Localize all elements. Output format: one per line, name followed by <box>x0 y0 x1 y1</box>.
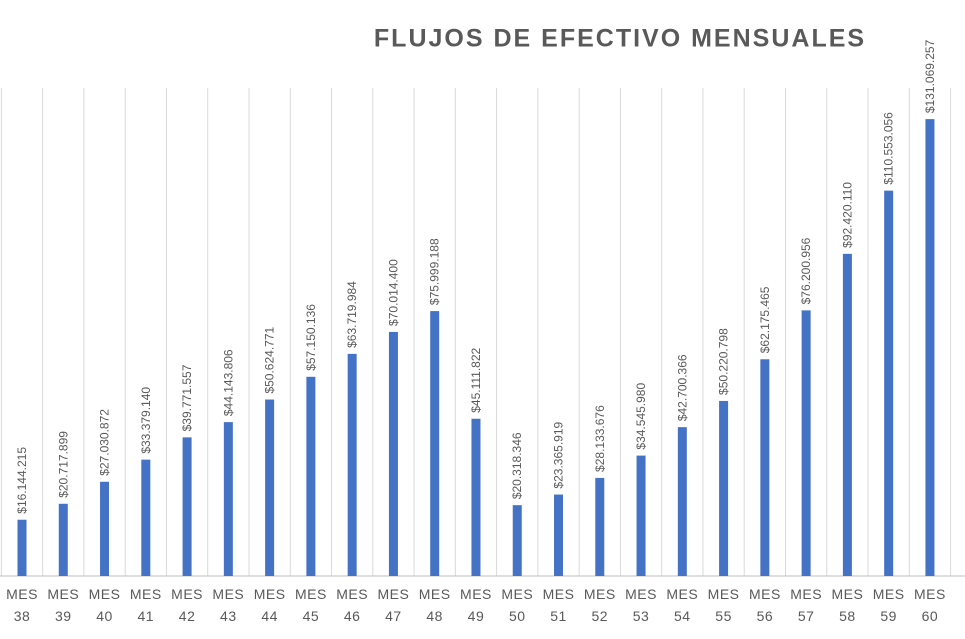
data-label: $20.318.346 <box>510 432 524 499</box>
data-label: $50.220.798 <box>717 328 731 395</box>
bar <box>388 331 398 576</box>
data-label: $33.379.140 <box>139 387 153 454</box>
data-label: $70.014.400 <box>386 259 400 326</box>
x-tick-label: MES 56 <box>748 586 781 624</box>
data-label: $110.553.056 <box>882 112 896 185</box>
x-tick-label: MES 41 <box>129 586 162 624</box>
x-tick-label: MES 44 <box>253 586 286 624</box>
bar <box>925 119 935 577</box>
x-tick-label: MES 54 <box>666 586 699 624</box>
bar <box>760 359 770 576</box>
data-label: $39.771.557 <box>180 364 194 431</box>
bar <box>636 455 646 576</box>
bar <box>677 427 687 576</box>
bar <box>512 505 522 576</box>
x-tick-label: MES 48 <box>418 586 451 624</box>
x-tick-label: MES 47 <box>377 586 410 624</box>
x-tick-label: MES 60 <box>914 586 946 624</box>
data-label: $50.624.771 <box>263 326 277 393</box>
x-tick-label: MES 49 <box>460 586 492 624</box>
data-label: $27.030.872 <box>98 409 112 476</box>
data-label: $20.717.899 <box>56 431 70 498</box>
x-tick-label: MES 57 <box>790 586 823 624</box>
data-label: $34.545.980 <box>634 383 648 450</box>
data-label: $28.133.676 <box>593 405 607 472</box>
bar <box>306 376 316 576</box>
data-label: $57.150.136 <box>304 304 318 371</box>
x-tick-label: MES 46 <box>336 586 369 624</box>
x-tick-label: MES 45 <box>294 586 327 624</box>
x-tick-label: MES 38 <box>6 586 38 624</box>
x-tick-label: MES 58 <box>831 586 864 624</box>
x-tick-label: MES 50 <box>501 586 534 624</box>
bar <box>801 310 811 576</box>
x-tick-label: MES 53 <box>625 586 657 624</box>
bar <box>100 481 110 576</box>
bar <box>884 190 894 577</box>
data-label: $62.175.465 <box>758 286 772 353</box>
bar <box>17 519 27 576</box>
bar <box>265 399 275 576</box>
chart-title: FLUJOS DE EFECTIVO MENSUALES <box>374 25 866 53</box>
x-tick-label: MES 43 <box>212 586 245 624</box>
bar <box>58 503 68 576</box>
x-tick-label: MES 40 <box>88 586 121 624</box>
bar <box>141 459 151 576</box>
data-label: $42.700.366 <box>675 354 689 421</box>
bar <box>471 418 481 576</box>
bar <box>347 353 357 576</box>
bar <box>595 477 605 576</box>
data-label: $131.069.257 <box>923 39 937 113</box>
data-label: $45.111.822 <box>469 347 483 412</box>
data-label: $75.999.188 <box>428 238 442 305</box>
data-label: $44.143.806 <box>221 349 235 416</box>
data-label: $23.365.919 <box>552 421 566 488</box>
bar <box>719 400 729 576</box>
data-label: $63.719.984 <box>345 281 359 348</box>
x-tick-label: MES 39 <box>47 586 80 624</box>
data-label: $76.200.956 <box>799 237 813 304</box>
x-tick-label: MES 59 <box>872 586 905 624</box>
x-tick-label: MES 42 <box>171 586 203 624</box>
data-label: $16.144.215 <box>15 447 29 514</box>
bar <box>842 253 852 576</box>
x-tick-label: MES 51 <box>542 586 575 624</box>
data-label: $92.420.110 <box>840 182 854 248</box>
bar <box>182 437 192 576</box>
bar <box>430 311 440 576</box>
x-tick-label: MES 55 <box>707 586 740 624</box>
bar <box>223 422 233 576</box>
x-tick-label: MES 52 <box>583 586 616 624</box>
bar <box>554 494 564 576</box>
